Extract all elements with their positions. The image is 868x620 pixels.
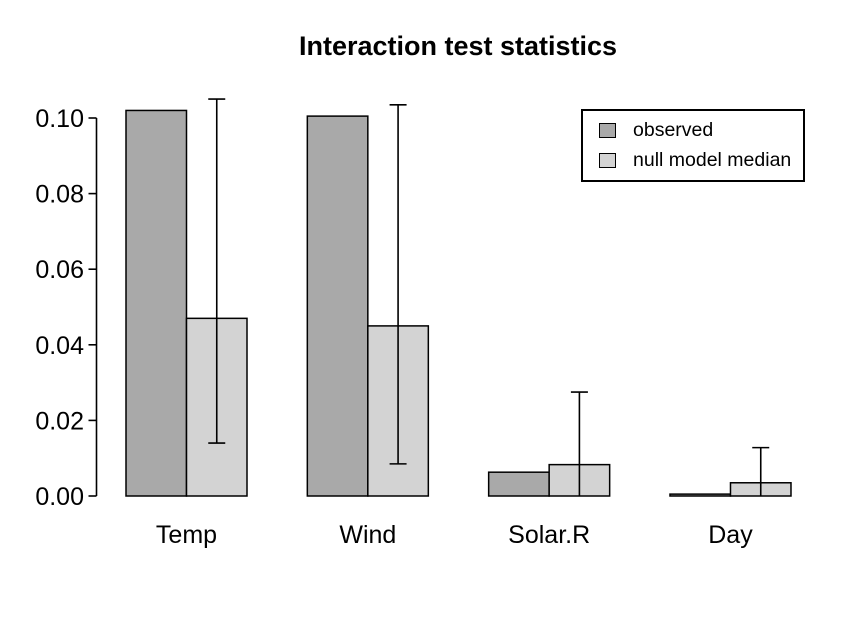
x-axis-label-wind: Wind: [339, 521, 396, 549]
x-axis-label-temp: Temp: [156, 521, 217, 549]
y-tick-label: 0.04: [35, 332, 84, 360]
legend-item-null-model-median: null model median: [599, 149, 803, 172]
null-model-median-swatch-icon: [599, 153, 616, 168]
x-axis-label-day: Day: [708, 521, 753, 549]
x-axis-label-solar-r: Solar.R: [508, 521, 590, 549]
legend-label-observed: observed: [633, 119, 714, 141]
bar-observed-wind: [306, 115, 369, 497]
bar-observed-temp: [125, 109, 188, 497]
y-tick-label: 0.10: [35, 105, 84, 133]
legend-item-observed: observed: [599, 119, 803, 142]
legend: observed null model median: [581, 109, 805, 182]
chart-title: Interaction test statistics: [298, 31, 618, 61]
observed-swatch-icon: [599, 123, 616, 138]
y-tick-label: 0.00: [35, 483, 84, 511]
y-tick-label: 0.02: [35, 407, 84, 435]
legend-label-null-model-median: null model median: [633, 149, 792, 171]
bar-observed-solar-r: [487, 471, 550, 497]
y-tick-label: 0.06: [35, 256, 84, 284]
bar-observed-day: [669, 493, 732, 497]
y-tick-label: 0.08: [35, 181, 84, 209]
